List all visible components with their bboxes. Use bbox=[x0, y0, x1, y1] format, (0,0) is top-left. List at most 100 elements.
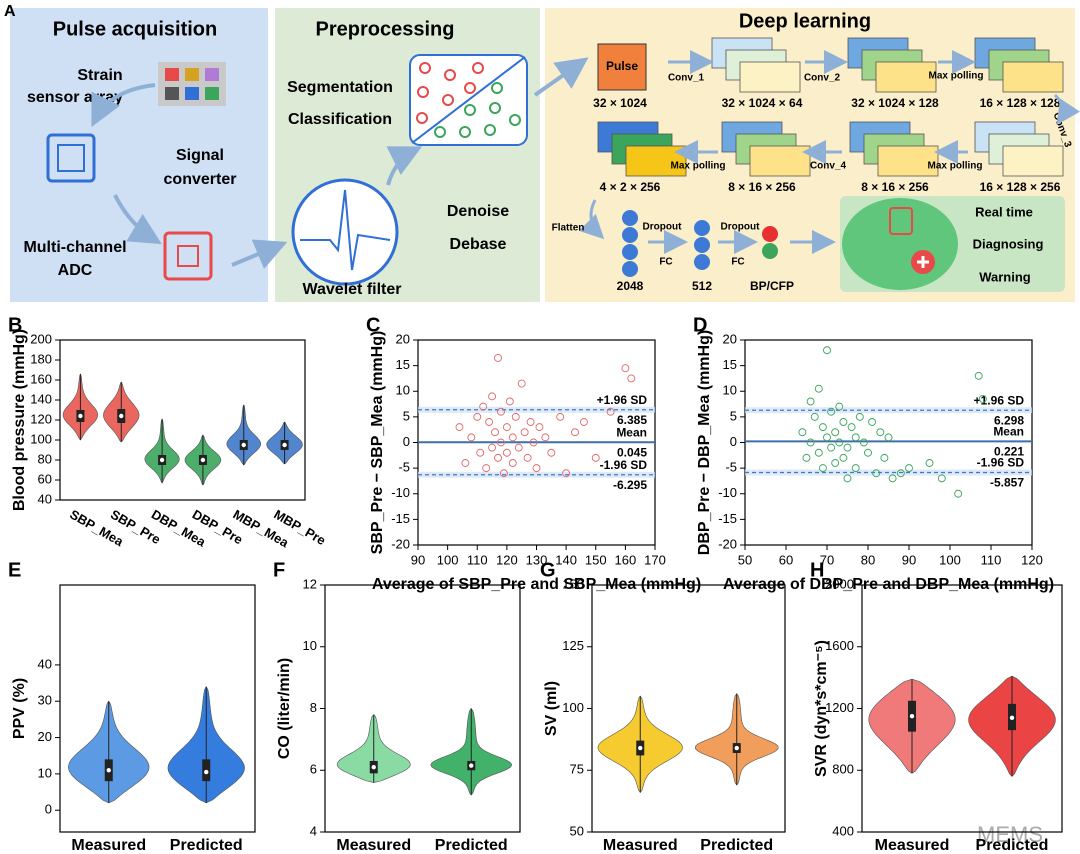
point bbox=[511, 412, 520, 421]
op-label: Flatten bbox=[552, 223, 585, 234]
label: Warning bbox=[979, 269, 1031, 284]
median bbox=[119, 413, 124, 419]
point bbox=[455, 423, 464, 432]
point bbox=[859, 438, 868, 447]
y-tick-label: 1200 bbox=[825, 700, 854, 715]
point bbox=[814, 384, 823, 393]
x-tick-label: 110 bbox=[467, 552, 488, 567]
point bbox=[851, 433, 860, 442]
x-tick-label: 70 bbox=[820, 552, 834, 567]
panel-label: G bbox=[540, 559, 556, 581]
point bbox=[839, 453, 848, 462]
median bbox=[204, 769, 209, 775]
x-tick-label: 130 bbox=[526, 552, 548, 567]
point bbox=[937, 474, 946, 483]
median bbox=[371, 764, 376, 770]
x-tick-label: 150 bbox=[585, 552, 607, 567]
y-tick-label: -10 bbox=[391, 485, 410, 500]
y-tick-label: 5 bbox=[730, 408, 737, 423]
point bbox=[818, 423, 827, 432]
point bbox=[827, 443, 836, 452]
line-label: -1.96 SD bbox=[977, 456, 1025, 470]
adc-icon bbox=[163, 231, 213, 281]
label: Debase bbox=[450, 236, 507, 253]
label: Strain bbox=[77, 67, 122, 84]
y-tick-label: -15 bbox=[391, 511, 410, 526]
size-label: 32 × 1024 × 128 bbox=[851, 96, 939, 110]
point bbox=[485, 418, 494, 426]
line-value: -5.857 bbox=[990, 476, 1024, 490]
x-tick-label: Predicted bbox=[435, 837, 508, 854]
point bbox=[818, 464, 827, 473]
median bbox=[909, 714, 915, 719]
x-tick-label: 50 bbox=[738, 552, 752, 567]
sensor bbox=[185, 87, 199, 100]
feature-map bbox=[739, 61, 801, 93]
point bbox=[562, 469, 571, 478]
y-tick-label: 150 bbox=[562, 576, 584, 591]
x-tick-label: Predicted bbox=[700, 837, 773, 854]
section-bg bbox=[10, 8, 268, 302]
output-icon bbox=[889, 207, 913, 235]
sensor bbox=[185, 68, 199, 81]
point bbox=[591, 453, 600, 462]
point bbox=[843, 443, 852, 452]
y-tick-label: 0 bbox=[730, 434, 737, 449]
point bbox=[505, 397, 514, 406]
y-tick-label: 4 bbox=[310, 823, 317, 838]
y-tick-label: -5 bbox=[725, 460, 737, 475]
arrow bbox=[231, 239, 288, 269]
point bbox=[606, 407, 615, 416]
line-value: 0.221 bbox=[994, 445, 1024, 459]
op-label: Conv_2 bbox=[804, 73, 841, 84]
y-axis-label: PPV (%) bbox=[11, 678, 28, 739]
point bbox=[876, 428, 885, 437]
point bbox=[855, 412, 864, 421]
point bbox=[541, 433, 550, 442]
sd-band bbox=[418, 406, 655, 413]
y-tick-label: 8 bbox=[310, 700, 317, 715]
arrow bbox=[91, 83, 156, 128]
output-icon bbox=[842, 198, 958, 290]
point bbox=[627, 374, 636, 383]
point bbox=[847, 423, 856, 432]
line-label: +1.96 SD bbox=[974, 393, 1025, 407]
x-tick-label: 140 bbox=[555, 552, 577, 567]
op-label: Conv_1 bbox=[668, 73, 705, 84]
arrow bbox=[533, 57, 589, 97]
median bbox=[78, 413, 83, 419]
point bbox=[473, 412, 482, 421]
x-tick-label: Measured bbox=[603, 837, 678, 854]
x-tick-label: 100 bbox=[939, 552, 961, 567]
x-tick-label: 90 bbox=[411, 552, 425, 567]
point bbox=[884, 433, 893, 442]
section-title: Pulse acquisition bbox=[53, 18, 217, 40]
y-axis-label: DBP_Pre − DBP_Mea (mmHg) bbox=[696, 330, 713, 555]
arrow bbox=[113, 194, 162, 245]
point bbox=[806, 438, 815, 447]
x-tick-label: 160 bbox=[615, 552, 637, 567]
y-tick-label: 100 bbox=[30, 431, 52, 446]
x-tick-label: 100 bbox=[437, 552, 459, 567]
point bbox=[535, 423, 544, 432]
size-label: 16 × 128 × 256 bbox=[980, 180, 1061, 194]
feature-map bbox=[875, 61, 937, 93]
neurons bbox=[622, 210, 778, 277]
panel-label: B bbox=[8, 314, 22, 336]
sensor bbox=[165, 68, 179, 81]
point bbox=[494, 453, 502, 462]
point bbox=[488, 392, 497, 401]
median bbox=[241, 442, 246, 448]
plot-frame bbox=[59, 584, 256, 833]
op-label: Max polling bbox=[671, 161, 726, 172]
median bbox=[638, 745, 643, 751]
y-tick-label: -15 bbox=[718, 511, 737, 526]
panel-label: F bbox=[273, 559, 285, 581]
point bbox=[905, 464, 913, 473]
wavelet-icon bbox=[291, 178, 399, 286]
y-tick-label: -20 bbox=[718, 536, 737, 551]
y-tick-label: 2000 bbox=[825, 576, 854, 591]
size-label: 512 bbox=[692, 279, 712, 293]
median bbox=[282, 442, 287, 448]
point bbox=[514, 443, 523, 452]
